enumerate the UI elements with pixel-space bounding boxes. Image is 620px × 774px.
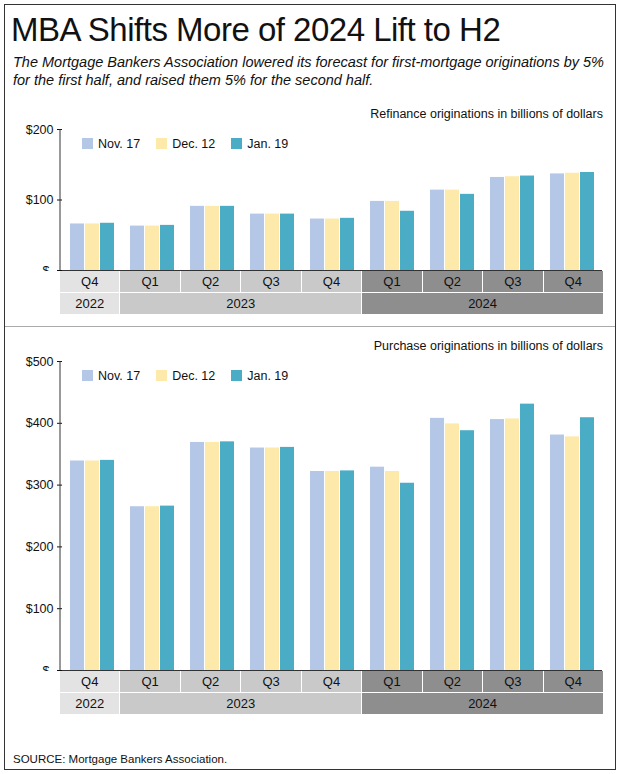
html-text:Jan. 19: Jan. 19 <box>247 137 289 151</box>
html-text:2024: 2024 <box>468 296 498 311</box>
html-text:2023: 2023 <box>226 696 256 711</box>
html-text:2022: 2022 <box>75 296 105 311</box>
html-text:Q2: Q2 <box>443 274 461 289</box>
svg-text:$-: $- <box>42 264 53 272</box>
html-text:Q4: Q4 <box>81 274 99 289</box>
html-text:Refinance originations in bill: Refinance originations in billions of do… <box>370 107 603 121</box>
svg-text:$400: $400 <box>26 416 54 430</box>
html-text:Q4: Q4 <box>81 674 99 689</box>
html-text:Q3: Q3 <box>262 274 280 289</box>
html-text:Purchase originations in billi: Purchase originations in billions of dol… <box>373 339 603 353</box>
html-text:Q4: Q4 <box>322 674 341 689</box>
html-text:Q3: Q3 <box>504 274 522 289</box>
svg-text:$200: $200 <box>26 540 54 554</box>
html-text:Dec. 12: Dec. 12 <box>172 369 216 383</box>
html-text:Q4: Q4 <box>564 674 582 689</box>
html-text:Q2: Q2 <box>201 274 220 289</box>
svg-text:$100: $100 <box>26 602 54 616</box>
html-text:Q4: Q4 <box>564 274 582 289</box>
html-text:Q1: Q1 <box>383 274 401 289</box>
html-text:Q4: Q4 <box>322 274 341 289</box>
html-text:2024: 2024 <box>468 696 498 711</box>
svg-text:$500: $500 <box>26 355 54 369</box>
html-text:The Mortgage Bankers Associati: The Mortgage Bankers Association lowered… <box>13 54 604 88</box>
html-text:Nov. 17: Nov. 17 <box>98 137 141 151</box>
html-text:Q1: Q1 <box>141 274 159 289</box>
html-text:SOURCE: Mortgage Bankers Assoc: SOURCE: Mortgage Bankers Association. <box>13 753 228 765</box>
html-text:Q1: Q1 <box>383 674 401 689</box>
html-text:Q3: Q3 <box>504 674 522 689</box>
html-text:Jan. 19: Jan. 19 <box>247 369 289 383</box>
html-text:MBA Shifts More of 2024 Lift t: MBA Shifts More of 2024 Lift to H2 <box>11 11 501 48</box>
svg-text:$100: $100 <box>26 193 54 207</box>
html-text:Q2: Q2 <box>443 674 461 689</box>
html-text:Nov. 17: Nov. 17 <box>98 369 141 383</box>
svg-text:$-: $- <box>42 664 53 672</box>
html-text:Q2: Q2 <box>201 674 220 689</box>
html-text:Q3: Q3 <box>262 674 280 689</box>
svg-text:$300: $300 <box>26 478 54 492</box>
svg-text:$200: $200 <box>26 123 54 137</box>
html-text:Dec. 12: Dec. 12 <box>172 137 216 151</box>
html-text:2022: 2022 <box>75 696 105 711</box>
html-text:2023: 2023 <box>226 296 256 311</box>
html-text:Q1: Q1 <box>141 674 159 689</box>
